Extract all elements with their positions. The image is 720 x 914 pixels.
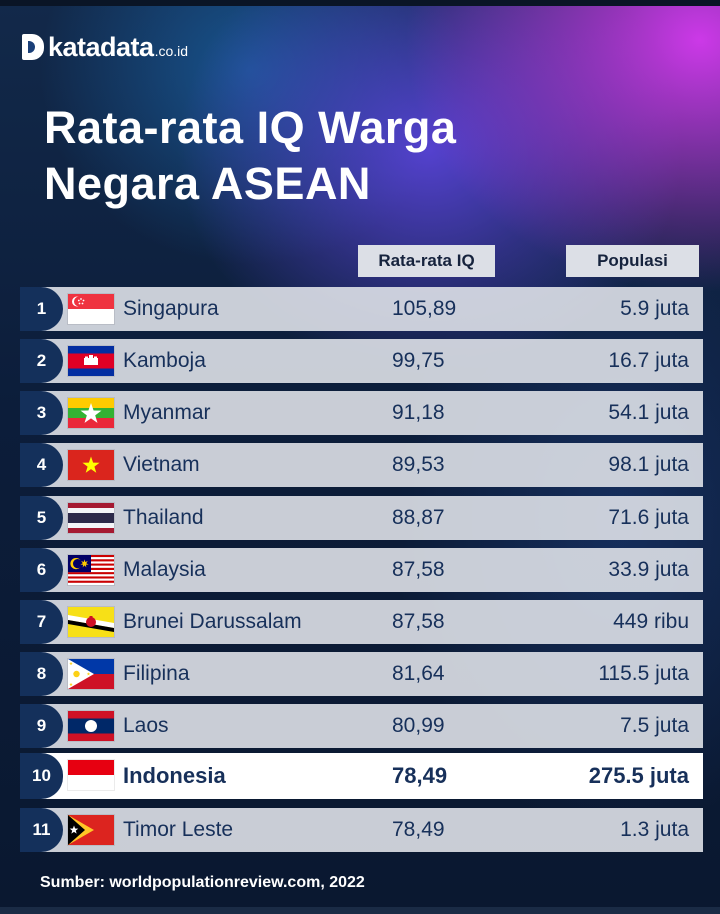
katadata-logo-icon	[22, 34, 44, 60]
top-bar	[0, 0, 720, 6]
country-name: Filipina	[123, 662, 190, 685]
iq-value: 88,87	[392, 506, 445, 529]
iq-value: 99,75	[392, 349, 445, 372]
table-row: 2 Kamboja 99,75 16.7 juta	[20, 339, 703, 383]
population-value: 5.9 juta	[620, 297, 689, 320]
population-value: 71.6 juta	[608, 506, 689, 529]
rank-badge: 7	[20, 600, 63, 644]
iq-value: 87,58	[392, 558, 445, 581]
country-name: Timor Leste	[123, 818, 234, 841]
column-header-iq: Rata-rata IQ	[358, 245, 495, 277]
myanmar-flag	[68, 398, 114, 428]
country-name: Indonesia	[123, 763, 226, 788]
table-row: 6 Malaysia 87,58 33.9 juta	[20, 548, 703, 592]
brunei-flag	[68, 607, 114, 637]
population-value: 98.1 juta	[608, 453, 689, 476]
philippines-flag	[68, 659, 114, 689]
malaysia-flag	[68, 555, 114, 585]
brand-suffix: .co.id	[154, 43, 189, 59]
rank-badge: 9	[20, 704, 63, 748]
rank-badge: 5	[20, 496, 63, 540]
thailand-flag	[68, 503, 114, 533]
rank-badge: 2	[20, 339, 63, 383]
cambodia-flag	[68, 346, 114, 376]
population-value: 115.5 juta	[598, 662, 689, 685]
population-value: 449 ribu	[613, 610, 689, 633]
title-line-1: Rata-rata IQ Warga	[44, 102, 457, 153]
table-row: 10 Indonesia 78,49 275.5 juta	[20, 753, 703, 799]
population-value: 16.7 juta	[608, 349, 689, 372]
iq-value: 78,49	[392, 763, 448, 788]
title-line-2: Negara ASEAN	[44, 158, 371, 209]
indonesia-flag	[68, 760, 114, 790]
rank-badge: 6	[20, 548, 63, 592]
population-value: 33.9 juta	[608, 558, 689, 581]
iq-value: 91,18	[392, 401, 445, 424]
country-name: Thailand	[123, 506, 204, 529]
country-name: Laos	[123, 714, 169, 737]
rank-badge: 4	[20, 443, 63, 487]
rank-badge: 10	[20, 753, 63, 799]
country-name: Brunei Darussalam	[123, 610, 302, 633]
iq-value: 105,89	[392, 297, 457, 320]
brand-name: katadata	[48, 32, 154, 62]
table-row: 7 Brunei Darussalam 87,58 449 ribu	[20, 600, 703, 644]
iq-value: 81,64	[392, 662, 445, 685]
iq-value: 80,99	[392, 714, 445, 737]
table-row: 3 Myanmar 91,18 54.1 juta	[20, 391, 703, 435]
iq-value: 87,58	[392, 610, 445, 633]
timor-leste-flag	[68, 815, 114, 845]
country-name: Vietnam	[123, 453, 200, 476]
vietnam-flag	[68, 450, 114, 480]
singapore-flag	[68, 294, 114, 324]
table-row: 9 Laos 80,99 7.5 juta	[20, 704, 703, 748]
iq-value: 89,53	[392, 453, 445, 476]
rank-badge: 3	[20, 391, 63, 435]
table-row: 5 Thailand 88,87 71.6 juta	[20, 496, 703, 540]
rank-badge: 8	[20, 652, 63, 696]
population-value: 1.3 juta	[620, 818, 689, 841]
rank-badge: 1	[20, 287, 63, 331]
iq-value: 78,49	[392, 818, 445, 841]
table-row: 4 Vietnam 89,53 98.1 juta	[20, 443, 703, 487]
rank-badge: 11	[20, 808, 63, 852]
table-row: 1 Singapura 105,89 5.9 juta	[20, 287, 703, 331]
column-header-population: Populasi	[566, 245, 699, 277]
brand-logo: katadata .co.id	[22, 32, 189, 62]
bottom-bar	[0, 907, 720, 914]
country-name: Kamboja	[123, 349, 206, 372]
page-title: Rata-rata IQ Warga Negara ASEAN	[44, 100, 456, 212]
population-value: 275.5 juta	[588, 763, 689, 788]
country-name: Singapura	[123, 297, 219, 320]
source-note: Sumber: worldpopulationreview.com, 2022	[40, 874, 365, 891]
table-row: 8 Filipina 81,64 115.5 juta	[20, 652, 703, 696]
laos-flag	[68, 711, 114, 741]
country-name: Myanmar	[123, 401, 211, 424]
table-row: 11 Timor Leste 78,49 1.3 juta	[20, 808, 703, 852]
population-value: 54.1 juta	[608, 401, 689, 424]
population-value: 7.5 juta	[620, 714, 689, 737]
country-name: Malaysia	[123, 558, 206, 581]
